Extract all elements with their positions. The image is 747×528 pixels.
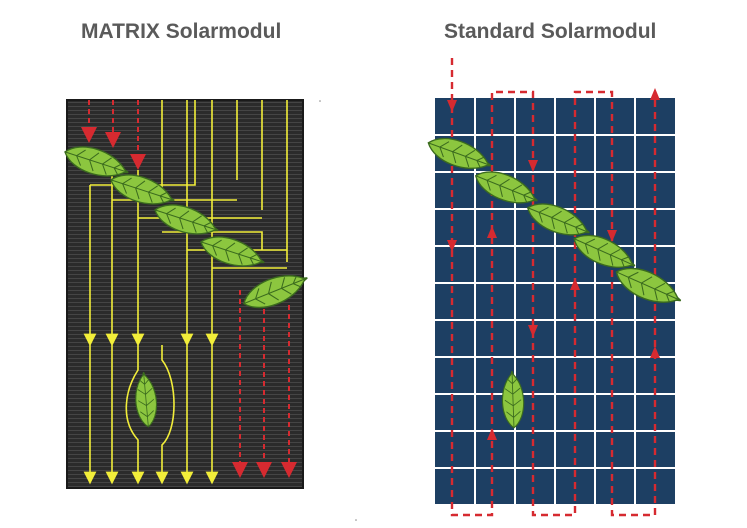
- speck: [319, 100, 321, 102]
- matrix-panel: [60, 99, 314, 489]
- standard-panel-title: Standard Solarmodul: [444, 20, 657, 43]
- interrupted-flow-lines: [81, 100, 297, 478]
- matrix-panel-title: MATRIX Solarmodul: [81, 20, 282, 43]
- speck: [355, 519, 357, 521]
- interrupted-flow-lines: [450, 58, 657, 517]
- arrow-icon: [447, 88, 660, 440]
- cell-grid: [435, 98, 675, 504]
- standard-panel: [423, 58, 688, 517]
